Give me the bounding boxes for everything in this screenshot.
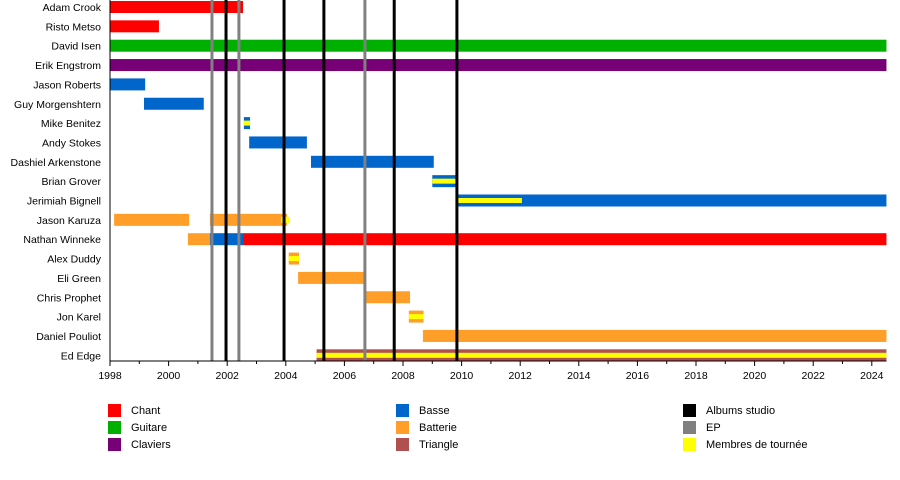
- x-tick-label: 2024: [860, 370, 884, 382]
- touring-stripe: [455, 198, 522, 203]
- x-tick-label: 2012: [509, 370, 533, 382]
- legend-swatch: [108, 438, 121, 451]
- bar-basse: [143, 97, 204, 110]
- bar-claviers: [110, 59, 887, 72]
- legend-col-1: Basse Batterie Triangle: [396, 402, 458, 453]
- x-tick-label: 2010: [450, 370, 474, 382]
- legend-item-batterie: Batterie: [396, 419, 458, 436]
- x-tick-label: 2008: [391, 370, 415, 382]
- legend-label: Batterie: [419, 421, 457, 434]
- bar-batterie: [114, 213, 190, 226]
- legend-label: Basse: [419, 404, 450, 417]
- legend-item-guitare: Guitare: [108, 419, 171, 436]
- legend-swatch: [108, 421, 121, 434]
- x-tick-label: 2014: [567, 370, 591, 382]
- legend-item-ep: EP: [683, 419, 808, 436]
- legend-label: EP: [706, 421, 721, 434]
- member-label: Guy Morgenshtern: [14, 99, 101, 111]
- legend-item-triangle: Triangle: [396, 436, 458, 453]
- x-tick-label: 2020: [743, 370, 767, 382]
- member-label: Adam Crook: [43, 2, 102, 14]
- legend-swatch: [396, 404, 409, 417]
- member-label: Eli Green: [57, 273, 101, 285]
- member-label: Ed Edge: [61, 350, 101, 362]
- member-label: Jason Roberts: [33, 79, 101, 91]
- bar-basse: [249, 136, 307, 149]
- x-tick-label: 2000: [157, 370, 181, 382]
- bar-basse: [310, 155, 434, 168]
- member-label: Alex Duddy: [47, 254, 101, 266]
- x-tick-label: 1998: [98, 370, 122, 382]
- legend-item-basse: Basse: [396, 402, 458, 419]
- touring-stripe: [288, 256, 299, 262]
- x-tick-label: 2006: [333, 370, 357, 382]
- member-label: Dashiel Arkenstone: [11, 157, 102, 169]
- touring-stripe: [316, 352, 887, 358]
- touring-stripe: [432, 178, 456, 184]
- bar-batterie: [422, 329, 887, 342]
- member-label: Jon Karel: [57, 312, 101, 324]
- member-label: Erik Engstrom: [35, 60, 101, 72]
- member-label: Jerimiah Bignell: [27, 196, 101, 208]
- legend-label: Triangle: [419, 438, 459, 451]
- bar-batterie: [298, 271, 367, 284]
- legend-label: Claviers: [131, 438, 171, 451]
- legend-swatch: [396, 438, 409, 451]
- legend-swatch: [683, 404, 696, 417]
- bar-guitare: [110, 39, 887, 52]
- bar-chant: [110, 1, 244, 13]
- x-tick-label: 2018: [684, 370, 708, 382]
- touring-stripe: [408, 314, 424, 320]
- legend-col-0: Chant Guitare Claviers: [108, 402, 171, 453]
- x-tick-label: 2002: [216, 370, 240, 382]
- member-label: Andy Stokes: [42, 137, 101, 149]
- bar-basse: [110, 78, 146, 91]
- bar-basse: [521, 194, 887, 207]
- x-tick-label: 2004: [274, 370, 298, 382]
- legend-swatch: [396, 421, 409, 434]
- x-tick-label: 2016: [626, 370, 650, 382]
- legend-label: Guitare: [131, 421, 168, 434]
- bar-batterie: [187, 233, 210, 246]
- member-label: Nathan Winneke: [23, 234, 101, 246]
- member-label: Jason Karuza: [37, 215, 101, 227]
- member-label: Daniel Pouliot: [36, 331, 101, 343]
- legend-swatch: [683, 438, 696, 451]
- legend-label: Albums studio: [706, 404, 776, 417]
- timeline-chart: Adam Crook Risto Metso David Isen Erik Engs…: [11, 0, 887, 382]
- member-label: David Isen: [51, 41, 101, 53]
- legend-swatch: [108, 404, 121, 417]
- member-label: Brian Grover: [41, 176, 101, 188]
- x-tick-label: 2022: [802, 370, 826, 382]
- legend-item-claviers: Claviers: [108, 436, 171, 453]
- bar-chant: [110, 20, 159, 33]
- legend-item-touring: Membres de tournée: [683, 436, 808, 453]
- legend-label: Chant: [131, 404, 161, 417]
- legend-item-album: Albums studio: [683, 402, 808, 419]
- bar-batterie: [209, 213, 287, 226]
- bar-chant: [243, 233, 887, 246]
- legend-label: Membres de tournée: [706, 438, 808, 451]
- legend-swatch: [683, 421, 696, 434]
- member-label: Chris Prophet: [37, 292, 101, 304]
- touring-stripe: [243, 120, 251, 126]
- bar-batterie: [364, 291, 411, 304]
- legend-col-2: Albums studio EP Membres de tournée: [683, 402, 808, 453]
- member-label: Risto Metso: [46, 21, 102, 33]
- member-label: Mike Benitez: [41, 118, 101, 130]
- legend-item-chant: Chant: [108, 402, 171, 419]
